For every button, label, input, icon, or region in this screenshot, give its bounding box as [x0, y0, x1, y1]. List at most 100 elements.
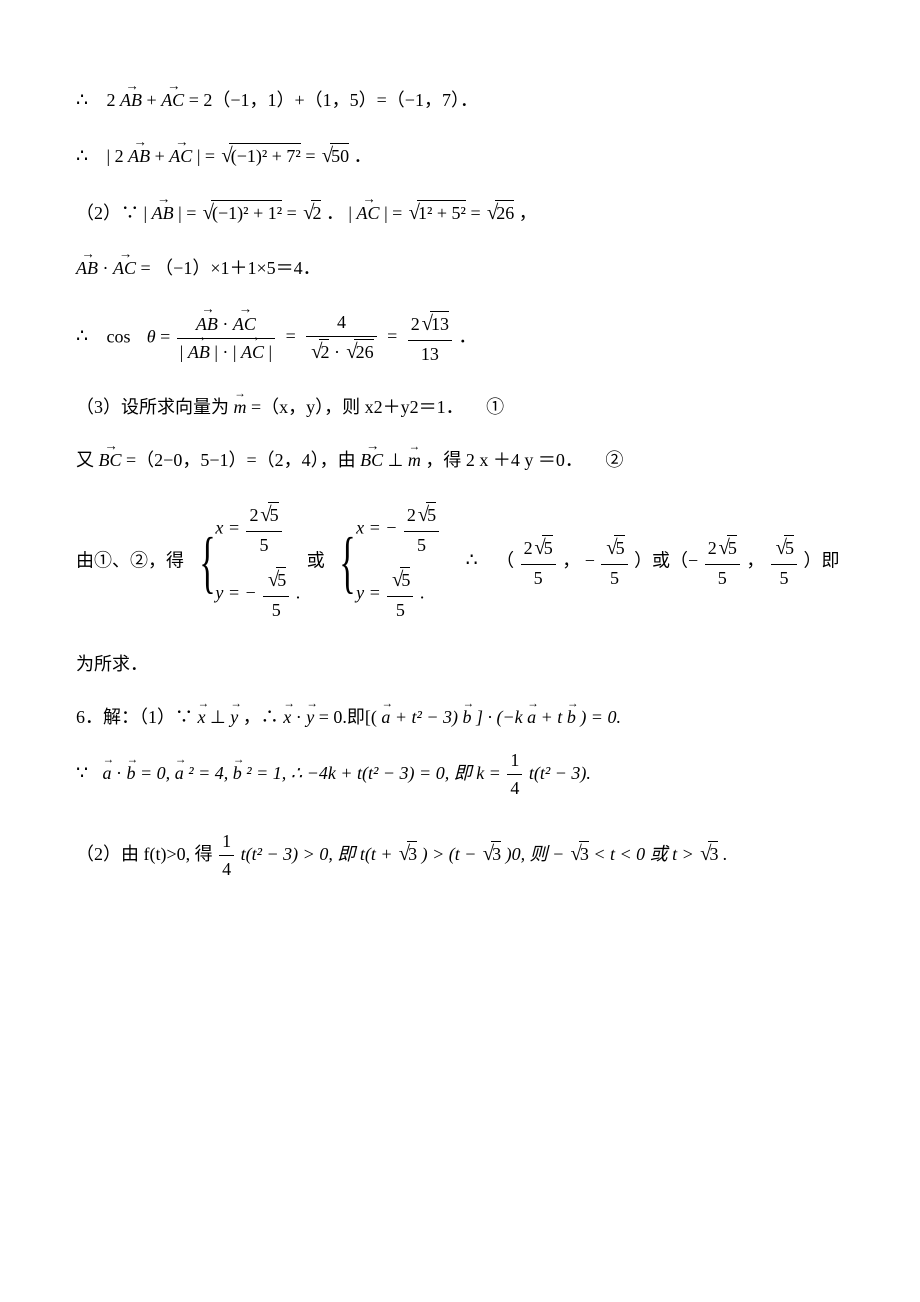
text: ．: [458, 326, 476, 346]
text: ． |: [326, 203, 357, 223]
system-1: { x = 2√5 5 y = − √5 5 .: [191, 501, 301, 623]
sqrt-expr: √50: [320, 142, 349, 171]
text: ， −: [562, 550, 595, 570]
sqrt-expr: √1² + 5²: [407, 199, 466, 228]
radicand: (−1)² + 1²: [212, 203, 282, 223]
vector-AC: AC: [241, 340, 264, 365]
text: | =: [178, 203, 201, 223]
text: |: [264, 342, 272, 362]
text: （3）设所求向量为: [76, 397, 229, 417]
vector-m: m: [234, 395, 247, 420]
sqrt-expr: √(−1)² + 7²: [220, 142, 301, 171]
fraction: 2√5 5: [246, 501, 281, 558]
text: = 2（−1，1）+（1，5）=（−1，7）．: [189, 90, 478, 110]
math-line-8b: 为所求．: [76, 652, 844, 677]
radicand: 5: [270, 505, 279, 525]
vector-AC: AC: [113, 256, 136, 281]
system-row: x = − 2√5 5: [356, 501, 441, 558]
text: ·: [218, 314, 233, 334]
text: < t < 0 或 t >: [593, 844, 698, 864]
vector-b: b: [567, 705, 576, 730]
math-line-5: ∴ cos θ = AB · AC | AB | · | AC | = 4 √2…: [76, 310, 844, 367]
radicand: 3: [580, 844, 589, 864]
radicand: (−1)² + 7²: [231, 146, 301, 166]
radicand: 26: [356, 342, 374, 362]
radicand: 13: [431, 314, 449, 334]
vector-AB: AB: [152, 201, 174, 226]
denominator: | AB | · | AC |: [177, 339, 275, 365]
vector-b: b: [233, 761, 242, 786]
radicand: 2: [312, 203, 321, 223]
text: 5: [246, 532, 281, 558]
radicand: 5: [544, 538, 553, 558]
text: +: [147, 90, 162, 110]
therefore-symbol: ∴: [76, 146, 88, 167]
text: ) = 0.: [580, 707, 621, 727]
text: 5: [263, 597, 289, 623]
text: 2: [107, 90, 116, 110]
text: ² = 4,: [188, 763, 233, 783]
text: ) > (t −: [422, 844, 481, 864]
sqrt-expr: √3: [698, 840, 718, 869]
fraction: √5 5: [263, 566, 289, 623]
text: ·: [116, 763, 127, 783]
text: ⊥: [210, 707, 230, 727]
text: ⊥: [388, 450, 408, 470]
text: |: [144, 203, 152, 223]
math-line-6: （3）设所求向量为 m =（x，y），则 x2＋y2＝1． ①: [76, 395, 844, 420]
text: =: [470, 203, 485, 223]
denominator: 4: [219, 856, 234, 882]
fraction: 1 4: [507, 748, 522, 801]
text: ² = 1, ∴ −4k + t(t² − 3) = 0, 即 k =: [246, 763, 505, 783]
numerator: 1: [507, 748, 522, 775]
vector-AB: AB: [76, 256, 98, 281]
sqrt-expr: √3: [569, 840, 589, 869]
radicand: 50: [331, 146, 349, 166]
fraction: √5 5: [771, 534, 797, 591]
text: x =: [215, 518, 244, 538]
fraction: 2√5 5: [404, 501, 439, 558]
radicand: 5: [785, 538, 794, 558]
math-line-3: （2）∵ | AB | = √(−1)² + 1² = √2 ． | AC | …: [76, 199, 844, 228]
math-line-10: ∵ a · b = 0, a ² = 4, b ² = 1, ∴ −4k + t…: [76, 748, 844, 801]
text: 2: [407, 505, 416, 525]
sqrt-expr: √13: [420, 310, 449, 339]
text: 2: [249, 505, 258, 525]
denominator: 4: [507, 775, 522, 801]
vector-AB: AB: [188, 340, 210, 365]
vector-AB: AB: [120, 88, 142, 113]
text: （2）∵: [76, 203, 139, 223]
numerator: 1: [219, 829, 234, 856]
vector-y: y: [306, 705, 314, 730]
system-row: y = √5 5 .: [356, 566, 441, 623]
text: =（2−0，5−1）=（2，4），由: [126, 450, 356, 470]
text: ·: [296, 707, 307, 727]
radicand: 5: [401, 570, 410, 590]
circled-2: ②: [605, 450, 623, 470]
text: x = −: [356, 518, 397, 538]
text: ）即: [804, 550, 840, 570]
because-symbol: ∵: [76, 763, 88, 784]
vector-BC: BC: [360, 448, 383, 473]
theta: θ: [147, 326, 156, 346]
vector-a: a: [381, 705, 390, 730]
vector-BC: BC: [99, 448, 122, 473]
fraction: 2√13 13: [408, 310, 452, 367]
text: = 0,: [140, 763, 175, 783]
text: =（x，y），则 x2＋y2＝1．: [251, 397, 464, 417]
math-line-1: ∴ 2 AB + AC = 2（−1，1）+（1，5）=（−1，7）．: [76, 88, 844, 114]
text: t(t² − 3) > 0, 即 t(t +: [241, 844, 397, 864]
sqrt-expr: √3: [481, 840, 501, 869]
vector-AC: AC: [357, 201, 380, 226]
text: 5: [705, 565, 740, 591]
vector-y: y: [230, 705, 238, 730]
radicand: 3: [408, 844, 417, 864]
vector-x: x: [283, 705, 291, 730]
text: ，∴: [243, 707, 279, 727]
vector-x: x: [198, 705, 206, 730]
sqrt-expr: √26: [344, 338, 373, 367]
radicand: 26: [496, 203, 514, 223]
sqrt-expr: √2: [309, 338, 329, 367]
sqrt-expr: √3: [397, 840, 417, 869]
text: ] · (−k: [476, 707, 523, 727]
